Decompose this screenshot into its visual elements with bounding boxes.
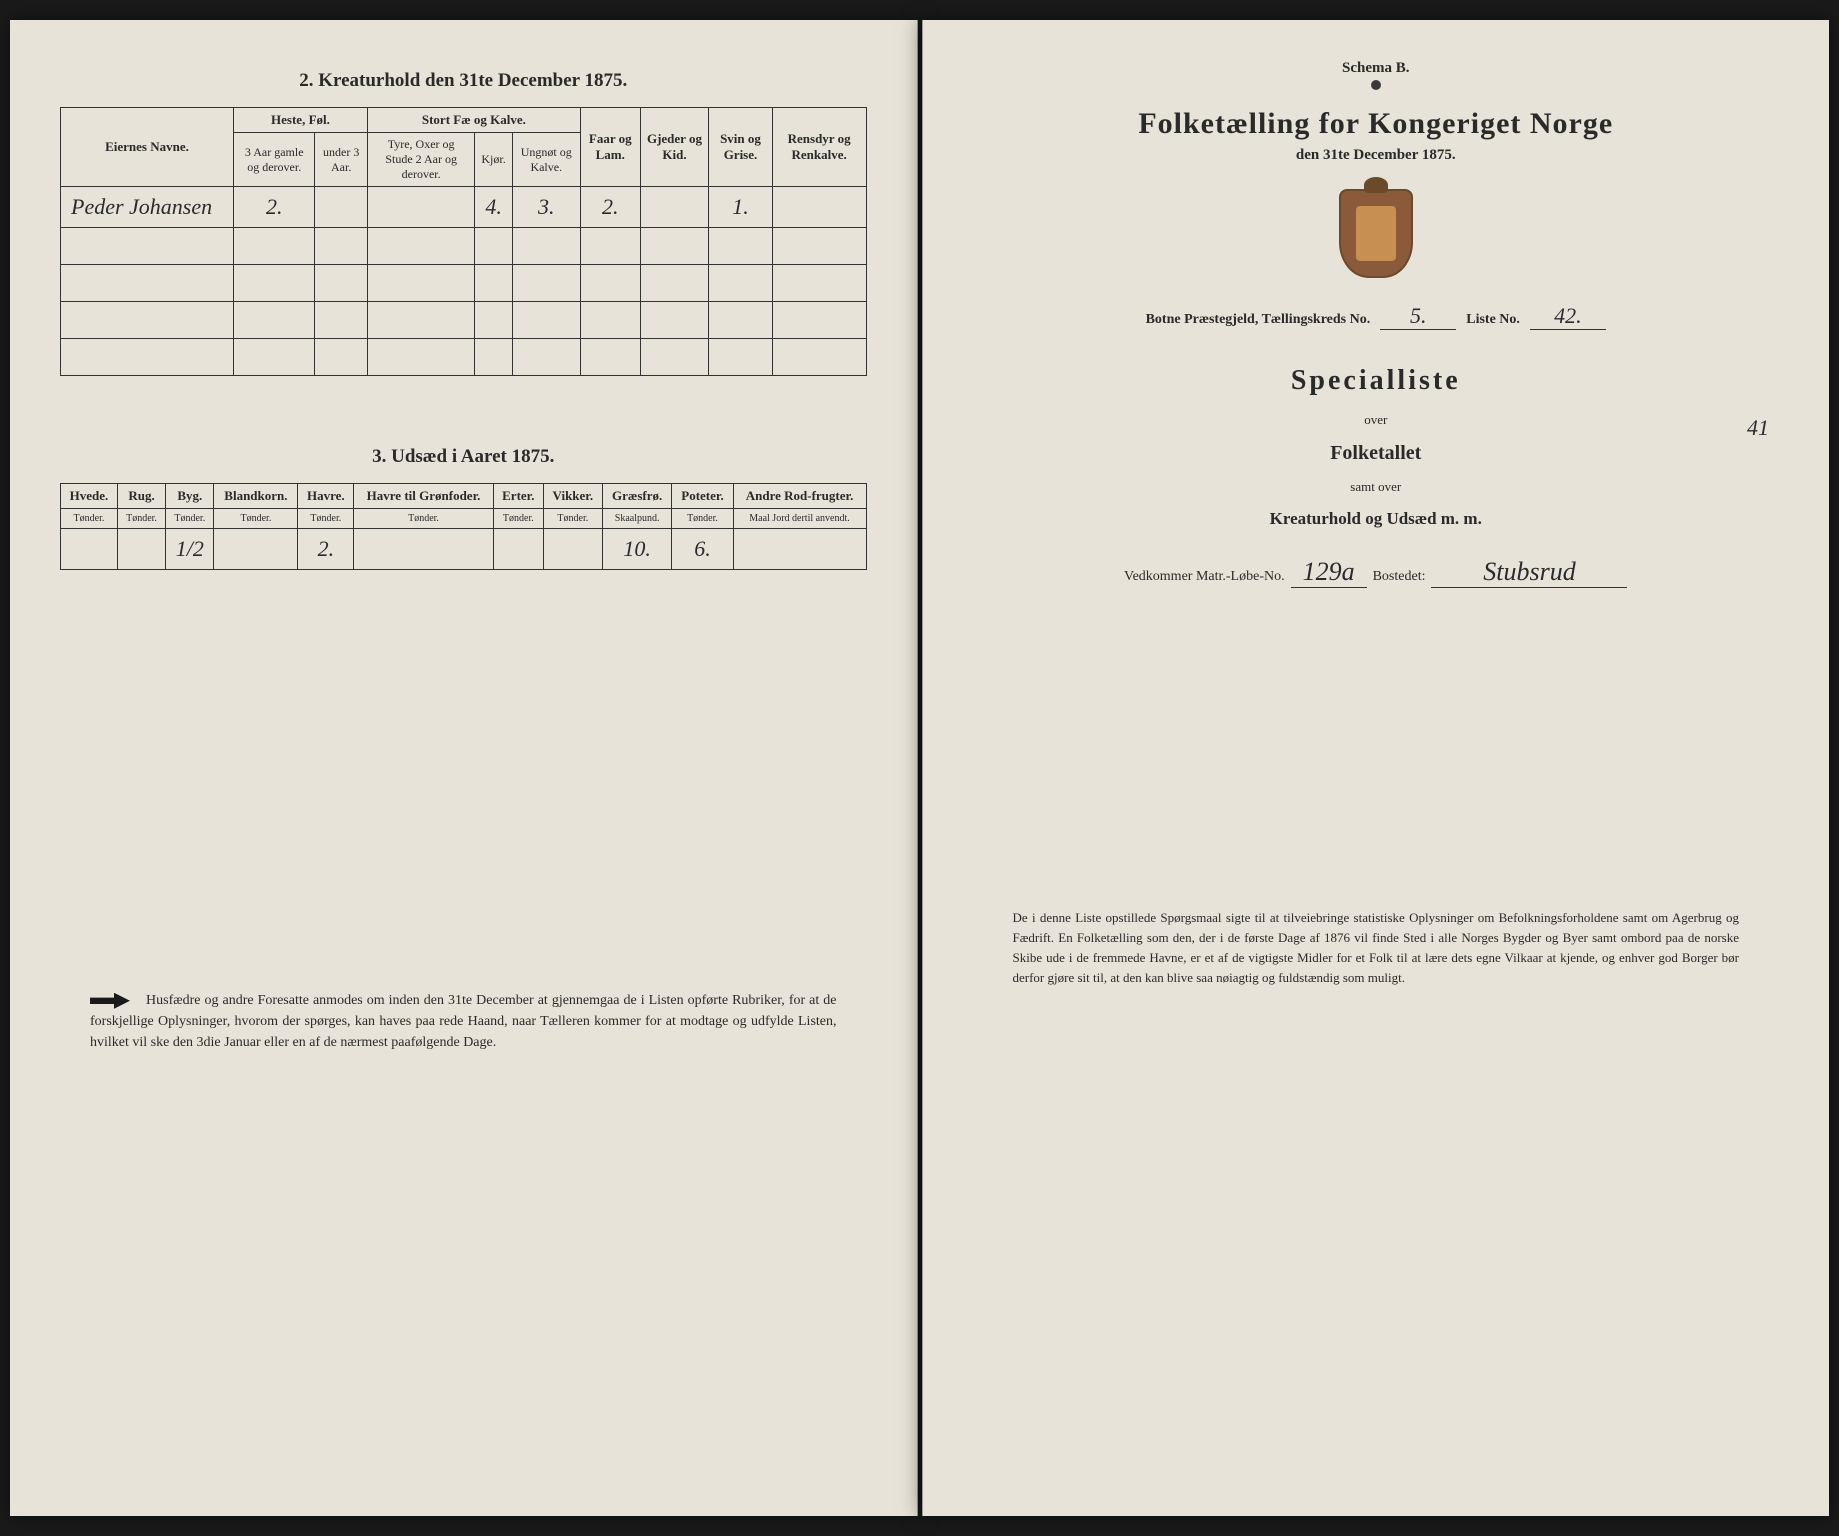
- svin-val: 1.: [709, 187, 773, 228]
- seed-value: [733, 529, 866, 570]
- section3-title: 3. Udsæd i Aaret 1875.: [60, 446, 867, 468]
- gjeder-val: [640, 187, 709, 228]
- fe-b: 4.: [475, 187, 512, 228]
- group-heste: Heste, Føl.: [234, 108, 368, 133]
- binding-hole: [1371, 80, 1381, 90]
- kreatur-label: Kreaturhold og Udsæd m. m.: [973, 509, 1780, 529]
- seed-unit: Tønder.: [298, 509, 354, 529]
- seed-header: Vikker.: [543, 484, 602, 509]
- left-footnote-text: Husfædre og andre Foresatte anmodes om i…: [90, 993, 837, 1050]
- section2-title: 2. Kreaturhold den 31te December 1875.: [60, 70, 867, 92]
- seed-header: Blandkorn.: [214, 484, 298, 509]
- seed-value: 10.: [602, 529, 672, 570]
- coat-of-arms-icon: [1339, 189, 1413, 278]
- seed-value: [543, 529, 602, 570]
- bostedet-value: Stubsrud: [1431, 557, 1627, 588]
- fe-a: [367, 187, 474, 228]
- matr-line: Vedkommer Matr.-Løbe-No. 129a Bostedet: …: [973, 557, 1780, 588]
- seed-header: Poteter.: [672, 484, 733, 509]
- sub-fe1: Tyre, Oxer og Stude 2 Aar og derover.: [367, 133, 474, 187]
- specialliste-title: Specialliste: [973, 365, 1780, 397]
- seed-header: Andre Rod-frugter.: [733, 484, 866, 509]
- fe-c: 3.: [512, 187, 580, 228]
- seed-header: Rug.: [117, 484, 165, 509]
- seed-header: Erter.: [493, 484, 543, 509]
- seed-header: Havre.: [298, 484, 354, 509]
- seed-unit: Tønder.: [493, 509, 543, 529]
- group-gjeder: Gjeder og Kid.: [640, 108, 709, 187]
- folketallet-label: Folketallet: [973, 442, 1780, 465]
- seed-unit: Tønder.: [543, 509, 602, 529]
- seed-unit: Tønder.: [354, 509, 494, 529]
- sub-heste1: 3 Aar gamle og derover.: [234, 133, 315, 187]
- liste-label: Liste No.: [1466, 312, 1520, 328]
- seed-value: 1/2: [166, 529, 214, 570]
- seed-value: [214, 529, 298, 570]
- kreds-no: 5.: [1380, 303, 1456, 330]
- heste-b: [315, 187, 367, 228]
- right-header: Schema B. Folketælling for Kongeriget No…: [973, 60, 1780, 588]
- seed-value: [354, 529, 494, 570]
- right-footnote: De i denne Liste opstillede Spørgsmaal s…: [973, 908, 1780, 989]
- sub-fe3: Ungnøt og Kalve.: [512, 133, 580, 187]
- group-svin: Svin og Grise.: [709, 108, 773, 187]
- matr-no: 129a: [1291, 557, 1367, 588]
- parish-label: Botne Præstegjeld, Tællingskreds No.: [1146, 312, 1371, 328]
- main-title: Folketælling for Kongeriget Norge: [973, 107, 1780, 141]
- seed-unit: Tønder.: [61, 509, 118, 529]
- seed-unit: Tønder.: [166, 509, 214, 529]
- livestock-table: Eiernes Navne. Heste, Føl. Stort Fæ og K…: [60, 107, 867, 376]
- pointer-icon: [90, 993, 130, 1009]
- sub-heste2: under 3 Aar.: [315, 133, 367, 187]
- seed-value: [493, 529, 543, 570]
- owner-name: Peder Johansen: [61, 187, 234, 228]
- seed-value: [61, 529, 118, 570]
- heste-a: 2.: [234, 187, 315, 228]
- rensdyr-val: [772, 187, 866, 228]
- bostedet-label: Bostedet:: [1373, 569, 1426, 585]
- samt-label: samt over: [973, 479, 1780, 495]
- seed-header: Græsfrø.: [602, 484, 672, 509]
- parish-line: Botne Præstegjeld, Tællingskreds No. 5. …: [973, 303, 1780, 330]
- seed-unit: Tønder.: [117, 509, 165, 529]
- seed-unit: Tønder.: [214, 509, 298, 529]
- group-fe: Stort Fæ og Kalve.: [367, 108, 580, 133]
- right-page: Schema B. Folketælling for Kongeriget No…: [922, 20, 1830, 1516]
- seed-header: Hvede.: [61, 484, 118, 509]
- seed-unit: Tønder.: [672, 509, 733, 529]
- margin-number: 41: [1747, 415, 1769, 441]
- seed-value: 6.: [672, 529, 733, 570]
- subtitle: den 31te December 1875.: [973, 147, 1780, 164]
- over-label: over: [973, 412, 1780, 428]
- seed-table: Hvede.Rug.Byg.Blandkorn.Havre.Havre til …: [60, 483, 867, 570]
- seed-unit: Skaalpund.: [602, 509, 672, 529]
- group-rensdyr: Rensdyr og Renkalve.: [772, 108, 866, 187]
- liste-no: 42.: [1530, 303, 1606, 330]
- seed-value: [117, 529, 165, 570]
- schema-label: Schema B.: [973, 60, 1780, 77]
- book-spread: 2. Kreaturhold den 31te December 1875. E…: [0, 0, 1839, 1536]
- group-faar: Faar og Lam.: [580, 108, 640, 187]
- sub-fe2: Kjør.: [475, 133, 512, 187]
- seed-header: Havre til Grønfoder.: [354, 484, 494, 509]
- left-footnote: Husfædre og andre Foresatte anmodes om i…: [60, 990, 867, 1053]
- seed-value: 2.: [298, 529, 354, 570]
- seed-header: Byg.: [166, 484, 214, 509]
- seed-unit: Maal Jord dertil anvendt.: [733, 509, 866, 529]
- vedk-label: Vedkommer Matr.-Løbe-No.: [1124, 569, 1285, 585]
- left-page: 2. Kreaturhold den 31te December 1875. E…: [10, 20, 918, 1516]
- faar-val: 2.: [580, 187, 640, 228]
- owner-header: Eiernes Navne.: [61, 108, 234, 187]
